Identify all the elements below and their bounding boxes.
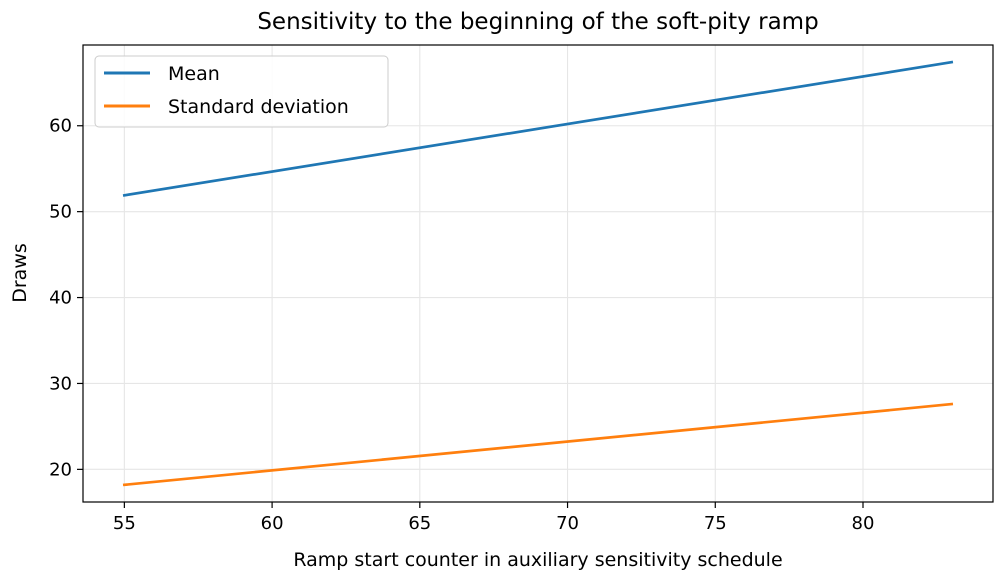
chart-title: Sensitivity to the beginning of the soft… [257, 9, 818, 35]
y-tick-label: 60 [49, 116, 72, 137]
x-tick-label: 60 [261, 513, 284, 534]
tick-layer: 55 60 65 70 75 80 20 30 40 50 60 [49, 116, 874, 534]
plot-frame [82, 44, 994, 503]
series-line-mean [122, 60, 954, 197]
legend-box [94, 55, 389, 128]
legend-standard-deviation-label: Standard deviation [168, 96, 349, 118]
y-tick-label: 30 [49, 373, 72, 394]
y-tick-label: 20 [49, 459, 72, 480]
legend: Mean Standard deviation [94, 55, 389, 128]
x-tick-label: 80 [852, 513, 875, 534]
x-axis-label: Ramp start counter in auxiliary sensitiv… [293, 549, 782, 571]
legend-mean-label: Mean [168, 63, 220, 85]
y-tick-label: 50 [49, 202, 72, 223]
series-layer [122, 60, 954, 487]
y-axis-label: Draws [9, 243, 31, 303]
series-line-standard-deviation [122, 402, 954, 487]
x-tick-label: 55 [113, 513, 136, 534]
x-tick-label: 75 [704, 513, 727, 534]
grid-layer [83, 45, 993, 502]
x-tick-label: 65 [408, 513, 431, 534]
x-tick-label: 70 [556, 513, 579, 534]
y-tick-label: 40 [49, 288, 72, 309]
